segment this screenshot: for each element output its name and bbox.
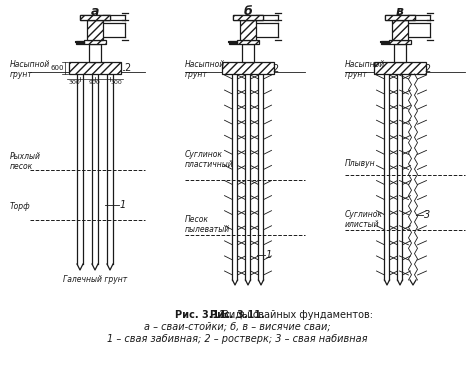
Bar <box>385 15 415 20</box>
Bar <box>222 62 274 74</box>
Text: Насыпной
грунт: Насыпной грунт <box>345 60 385 79</box>
Text: Песок
пылеватый: Песок пылеватый <box>185 215 230 234</box>
Text: Рис. 3.11.: Рис. 3.11. <box>175 310 230 320</box>
Bar <box>240 20 256 40</box>
Bar <box>87 20 103 40</box>
Text: 300: 300 <box>110 80 122 85</box>
Text: Рис. 3.11. Виды свайных фундаментов:: Рис. 3.11. Виды свайных фундаментов: <box>136 310 338 320</box>
Text: а – сваи-стойки; б, в – висячие сваи;: а – сваи-стойки; б, в – висячие сваи; <box>144 322 330 332</box>
Text: Рыхлый
песок: Рыхлый песок <box>10 152 41 171</box>
Text: б: б <box>244 5 252 18</box>
Text: в: в <box>396 5 404 18</box>
Text: Плывун: Плывун <box>345 159 375 168</box>
Text: 2: 2 <box>124 63 130 73</box>
Text: Галечный грунт: Галечный грунт <box>63 275 127 284</box>
Text: 900: 900 <box>89 80 101 85</box>
Text: Торф: Торф <box>10 202 31 211</box>
Bar <box>233 15 263 20</box>
Bar <box>69 62 121 74</box>
Text: 600: 600 <box>51 65 64 71</box>
Bar <box>242 44 254 62</box>
Text: 2: 2 <box>424 64 430 74</box>
Text: Виды свайных фундаментов:: Виды свайных фундаментов: <box>219 310 373 320</box>
Bar <box>389 40 411 44</box>
Text: Рис. 3.11.: Рис. 3.11. <box>210 310 264 320</box>
Text: 2: 2 <box>272 64 278 74</box>
Bar <box>374 62 426 74</box>
Text: Суглинок
пластичный: Суглинок пластичный <box>185 150 234 169</box>
Bar <box>237 40 259 44</box>
Text: 300: 300 <box>68 80 80 85</box>
Text: а: а <box>91 5 99 18</box>
Bar <box>84 40 106 44</box>
Text: Суглинок
илистый: Суглинок илистый <box>345 210 383 229</box>
Text: 1: 1 <box>266 250 272 260</box>
Bar <box>89 44 101 62</box>
Text: Насыпной
грунт: Насыпной грунт <box>185 60 225 79</box>
Bar <box>233 15 263 20</box>
Bar <box>80 15 110 20</box>
Bar <box>381 41 389 44</box>
Text: 1 – свая забивная; 2 – ростверк; 3 – свая набивная: 1 – свая забивная; 2 – ростверк; 3 – сва… <box>107 334 367 344</box>
Text: Насыпной
грунт: Насыпной грунт <box>10 60 50 79</box>
Bar <box>76 41 84 44</box>
Text: 1: 1 <box>120 200 126 210</box>
Text: 3: 3 <box>424 210 430 220</box>
Bar <box>229 41 237 44</box>
Bar <box>394 44 406 62</box>
Bar <box>80 15 110 20</box>
Bar <box>385 15 415 20</box>
Bar <box>392 20 408 40</box>
